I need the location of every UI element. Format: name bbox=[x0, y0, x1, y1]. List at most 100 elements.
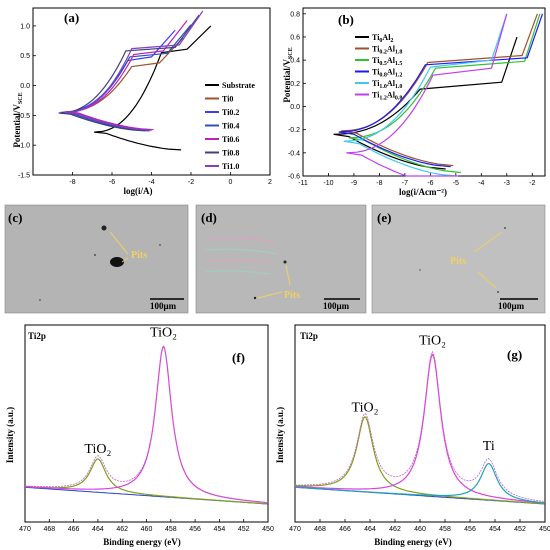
pit-dot bbox=[504, 227, 506, 229]
y-tick-label: 0.4 bbox=[290, 58, 300, 65]
y-tick-label: 0.0 bbox=[20, 83, 30, 90]
pit-dot bbox=[159, 244, 161, 246]
x-tick-label: 454 bbox=[214, 526, 226, 533]
micrograph-c-pits-label: Pits bbox=[131, 250, 147, 261]
x-tick-label: 2 bbox=[268, 179, 272, 186]
peak-component-line bbox=[295, 415, 544, 505]
legend-label: Ti1.0 bbox=[222, 162, 239, 171]
x-tick-label: -5 bbox=[453, 180, 459, 187]
series-line-ti1-0 bbox=[64, 10, 204, 131]
x-tick-label: 460 bbox=[141, 526, 153, 533]
series-line-ti0-8 bbox=[58, 14, 200, 132]
panel-a-xlabel: log(i/A) bbox=[124, 186, 153, 196]
micrograph-d-label: (d) bbox=[201, 210, 217, 225]
panel-g-ylabel: Intensity (a.u.) bbox=[275, 407, 285, 463]
x-tick-label: 470 bbox=[19, 526, 31, 533]
micrograph-d-scale-text: 100μm bbox=[323, 301, 350, 311]
series-line-ti0al2 bbox=[333, 36, 518, 170]
micrograph-c-label: (c) bbox=[8, 210, 22, 225]
y-tick-label: 0.5 bbox=[20, 53, 30, 60]
micrograph-c-background bbox=[4, 204, 189, 314]
x-tick-label: -6 bbox=[109, 179, 115, 186]
legend-label: Ti1.2Al0.8 bbox=[372, 91, 402, 102]
micrograph-c: (c) Pits 100μm bbox=[4, 204, 189, 314]
x-tick-label: 450 bbox=[539, 526, 550, 533]
legend-label: Ti0.2 bbox=[222, 108, 239, 117]
series-line-ti0-8al1-2 bbox=[338, 13, 544, 168]
x-tick-label: 456 bbox=[189, 526, 201, 533]
x-tick-label: 462 bbox=[116, 526, 128, 533]
panel-b-label: (b) bbox=[338, 12, 354, 27]
surface-streak bbox=[204, 270, 271, 275]
pit-arrow bbox=[121, 257, 129, 263]
legend-label: Ti1.0Al1.0 bbox=[372, 79, 402, 90]
pit-arrow bbox=[477, 271, 497, 289]
x-tick-label: -4 bbox=[148, 179, 154, 186]
micrograph-e-background bbox=[371, 204, 546, 314]
x-tick-label: -9 bbox=[351, 180, 357, 187]
pit-small bbox=[101, 225, 107, 231]
x-tick-label: -8 bbox=[69, 179, 75, 186]
legend-label: Ti0.8 bbox=[222, 149, 239, 158]
y-tick-label: 0.2 bbox=[290, 81, 300, 88]
x-tick-label: 460 bbox=[414, 526, 426, 533]
legend-label: Ti0.5Al1.5 bbox=[372, 56, 402, 67]
micrograph-e-pits-label: Pits bbox=[450, 256, 466, 267]
pit-dot bbox=[283, 260, 287, 264]
surface-streak bbox=[204, 259, 276, 264]
panel-g-xps-chart: Intensity (a.u.) Binding energy (eV) Ti2… bbox=[275, 324, 550, 547]
y-tick-label: -0.5 bbox=[18, 113, 30, 120]
panel-f-ylabel: Intensity (a.u.) bbox=[5, 407, 15, 463]
panel-a-label: (a) bbox=[64, 10, 79, 25]
series-line-substrate bbox=[94, 25, 212, 151]
micrograph-d: (d) Pits 100μm bbox=[195, 204, 367, 314]
micrograph-d-background bbox=[195, 204, 367, 314]
surface-streak bbox=[204, 248, 279, 255]
legend-label: Ti0.2Al1.8 bbox=[372, 45, 402, 56]
surface-streak bbox=[204, 237, 276, 243]
pit-dot bbox=[419, 269, 421, 271]
peak-label: TiO₂ bbox=[352, 400, 379, 415]
pit-arrow bbox=[473, 231, 503, 253]
pit-dot bbox=[94, 254, 96, 256]
x-tick-label: -4 bbox=[478, 180, 484, 187]
peak-component-line bbox=[24, 458, 267, 505]
panel-g-title: Ti2p bbox=[300, 331, 318, 341]
y-tick-label: -1.0 bbox=[18, 143, 30, 150]
y-tick-label: -1.5 bbox=[18, 173, 30, 180]
x-tick-label: 0 bbox=[229, 179, 233, 186]
x-tick-label: 458 bbox=[439, 526, 451, 533]
pit-dot bbox=[39, 299, 41, 301]
y-tick-label: 0.8 bbox=[290, 11, 300, 18]
panel-g-xlabel: Binding energy (eV) bbox=[374, 537, 452, 547]
x-tick-label: 462 bbox=[389, 526, 401, 533]
panel-g-label: (g) bbox=[507, 347, 522, 362]
y-tick-label: -0.4 bbox=[288, 150, 300, 157]
panel-b-polarization-chart: (b) Potential/VSCE log(i/Acm⁻²) Ti0Al2Ti… bbox=[282, 7, 546, 197]
x-tick-label: 454 bbox=[489, 526, 501, 533]
y-tick-label: -0.6 bbox=[288, 174, 300, 181]
micrograph-c-scale-text: 100μm bbox=[150, 301, 177, 311]
x-tick-label: 458 bbox=[165, 526, 177, 533]
legend-label: Ti0Al2 bbox=[372, 33, 393, 44]
panel-f-xlabel: Binding energy (eV) bbox=[103, 537, 181, 547]
series-line-ti0-2al1-8 bbox=[341, 13, 538, 167]
x-tick-label: 464 bbox=[92, 526, 104, 533]
panel-f-title: Ti2p bbox=[28, 331, 46, 341]
x-tick-label: -11 bbox=[298, 180, 308, 187]
x-tick-label: 452 bbox=[238, 526, 250, 533]
peak-component-line bbox=[295, 353, 544, 504]
panel-f-label: (f) bbox=[232, 350, 245, 365]
panel-a-ylabel: Potential/VSCE bbox=[12, 92, 24, 147]
x-tick-label: 450 bbox=[262, 526, 274, 533]
x-tick-label: 452 bbox=[514, 526, 526, 533]
pit-arrow bbox=[257, 291, 283, 299]
legend-label: Ti0 bbox=[222, 95, 233, 104]
micrograph-d-pits-label: Pits bbox=[284, 290, 300, 301]
envelope-line bbox=[295, 350, 544, 502]
x-tick-label: 466 bbox=[68, 526, 80, 533]
x-tick-label: -2 bbox=[188, 179, 194, 186]
y-tick-label: 0.0 bbox=[290, 104, 300, 111]
series-line-ti1-0al1-0 bbox=[343, 13, 508, 177]
pit-arrow bbox=[285, 264, 291, 286]
